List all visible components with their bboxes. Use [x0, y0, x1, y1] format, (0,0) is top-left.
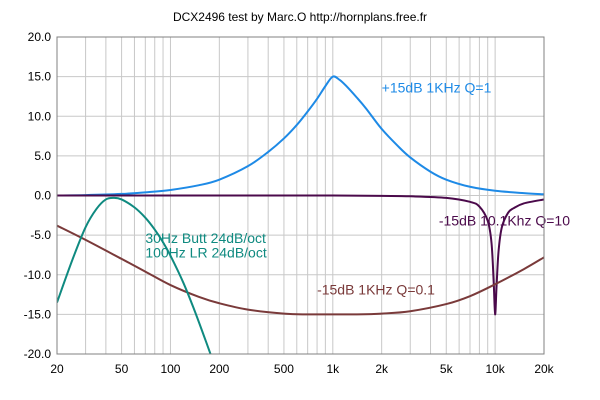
y-tick-label: -20.0 [24, 347, 52, 361]
y-tick-label: 20.0 [28, 30, 52, 44]
series-line-2 [57, 194, 544, 316]
annotation-group: +15dB 1KHz Q=1 -15dB 10.1Khz Q=10 30Hz But… [145, 79, 570, 297]
annotation-label-3: 30Hz Butt 24dB/oct [145, 230, 266, 246]
series-line-3 [57, 224, 544, 316]
annotation-label-1: +15dB 1KHz Q=1 [382, 79, 492, 95]
y-tick-label: -15.0 [24, 307, 52, 321]
y-tick-label: -10.0 [24, 268, 52, 282]
x-tick-label: 100 [160, 362, 180, 376]
y-tick-label: 15.0 [28, 70, 52, 84]
chart-title: DCX2496 test by Marc.O http://hornplans.… [173, 10, 427, 24]
y-axis-ticks: 20.0 15.0 10.0 5.0 0.0 -5.0 -10.0 -15.0 -20.0 [24, 30, 52, 361]
x-tick-label: 1k [326, 362, 340, 376]
series-line-1 [57, 75, 544, 197]
series-group [57, 75, 544, 354]
x-tick-label: 20 [50, 362, 64, 376]
x-tick-label: 200 [209, 362, 229, 376]
x-axis-ticks: 20 50 100 200 500 1k 2k 5k 10k 20k [50, 362, 554, 376]
plot-frame [56, 36, 545, 355]
annotation-label-5: -15dB 1KHz Q=0.1 [317, 282, 435, 298]
y-tick-label: 10.0 [28, 109, 52, 123]
x-tick-label: 10k [485, 362, 505, 376]
x-tick-label: 500 [274, 362, 294, 376]
x-tick-label: 50 [115, 362, 129, 376]
y-tick-label: 5.0 [34, 149, 51, 163]
series-line-4 [57, 196, 212, 354]
x-tick-label: 20k [534, 362, 554, 376]
annotation-label-4: 100Hz LR 24dB/oct [145, 244, 267, 260]
x-tick-label: 5k [440, 362, 454, 376]
y-tick-label: 0.0 [34, 189, 51, 203]
annotation-label-2: -15dB 10.1Khz Q=10 [439, 213, 570, 229]
x-tick-label: 2k [375, 362, 389, 376]
y-tick-label: -5.0 [30, 228, 51, 242]
